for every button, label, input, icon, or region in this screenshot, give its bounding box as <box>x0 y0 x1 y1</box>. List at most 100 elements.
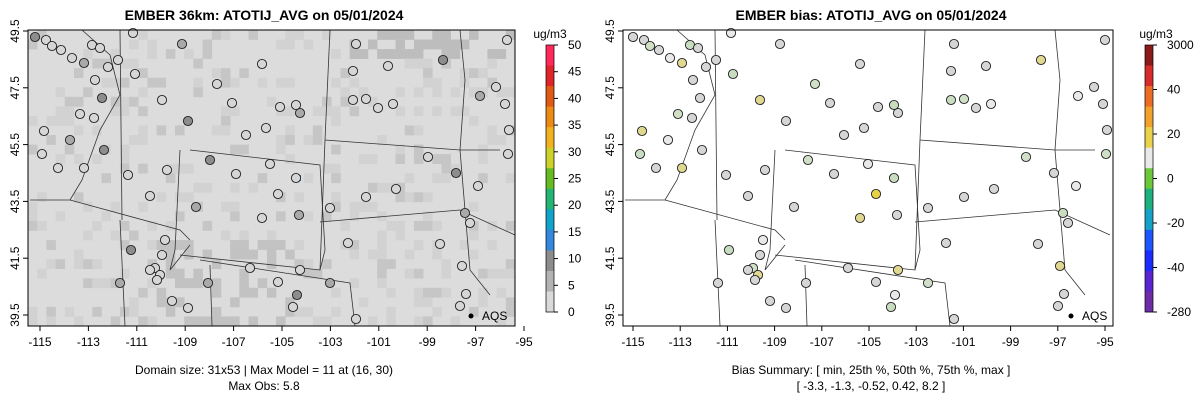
left-colorbar-tick-label: 10 <box>568 252 582 266</box>
left-caption-line2: Max Obs: 5.8 <box>228 379 300 393</box>
right-site-point <box>644 40 656 52</box>
right-site-point <box>692 42 704 54</box>
left-grid-cell <box>303 306 314 317</box>
left-grid-cell <box>423 316 433 327</box>
left-site-point <box>40 34 52 46</box>
left-grid-cell <box>413 154 424 164</box>
left-grid-cell <box>55 87 66 98</box>
left-grid-cell <box>92 125 102 136</box>
left-grid-cell <box>73 68 84 79</box>
left-grid-cell <box>211 68 222 79</box>
right-x-tick-label: -95 <box>1096 335 1114 349</box>
left-grid-cell <box>377 259 387 270</box>
left-grid-cell <box>175 211 185 222</box>
left-site-point <box>127 27 139 39</box>
left-grid-cell <box>358 87 369 98</box>
left-grid-cell <box>331 173 341 184</box>
left-grid-cell <box>423 211 433 222</box>
right-site-point <box>802 154 814 166</box>
left-grid-cell <box>211 287 222 298</box>
left-grid-cell <box>496 87 507 98</box>
left-grid-cell <box>46 115 56 126</box>
left-site-point <box>98 144 110 156</box>
left-grid-cell <box>266 230 277 241</box>
left-site-point <box>55 44 67 56</box>
left-grid-cell <box>505 87 516 98</box>
left-grid-cell <box>101 173 111 184</box>
left-site-point <box>112 54 124 66</box>
left-grid-cell <box>119 154 130 164</box>
left-grid-cell <box>257 278 268 289</box>
left-border-line <box>179 149 326 271</box>
left-aqs-label: AQS <box>482 309 507 323</box>
left-border-line <box>119 219 126 327</box>
left-grid-cell <box>276 135 286 145</box>
left-grid-cell <box>331 163 341 174</box>
right-site-point <box>1099 34 1111 46</box>
left-plot-frame <box>27 29 516 327</box>
left-border-line <box>209 264 213 327</box>
left-grid-cell <box>156 297 167 308</box>
right-site-point <box>838 129 850 141</box>
left-site-point <box>342 237 354 249</box>
left-grid-cell <box>312 125 323 136</box>
left-grid-cell <box>312 316 323 327</box>
right-site-point <box>870 188 882 200</box>
left-grid-cell <box>303 211 314 222</box>
right-y-tick-label: 43.5 <box>603 189 617 213</box>
left-grid-cell <box>119 268 130 279</box>
left-grid-cell <box>175 192 185 203</box>
left-grid-cell <box>276 240 286 250</box>
left-border-line <box>69 29 121 201</box>
right-site-point <box>694 92 706 104</box>
right-site-point <box>780 115 792 127</box>
left-grid-cell <box>386 182 396 193</box>
left-grid-cell <box>92 259 102 270</box>
left-grid-cell <box>487 125 497 136</box>
left-x-tick-label: -95 <box>515 335 533 349</box>
left-grid-cell <box>441 163 451 174</box>
left-grid-cell <box>441 30 451 40</box>
left-grid-cell <box>377 240 387 250</box>
left-grid-cell <box>441 259 451 270</box>
right-colorbar <box>1144 44 1154 313</box>
left-colorbar-segment <box>546 209 554 231</box>
left-grid-cell <box>395 192 406 203</box>
left-x-axis: -115 -113 -111 -109 -107 -105 -103 -101 -99 -97 -9… <box>28 326 533 349</box>
left-grid-cell <box>404 30 415 40</box>
left-grid-cell <box>322 316 332 327</box>
left-grid-cell <box>147 77 157 88</box>
left-grid-cell <box>450 106 461 117</box>
left-grid-cell <box>432 77 442 88</box>
left-grid-cell <box>441 154 451 164</box>
left-colorbar-segment <box>546 147 554 169</box>
right-colorbar-unit: ug/m3 <box>1139 27 1173 41</box>
left-grid-cell <box>28 220 38 231</box>
left-site-point <box>166 295 178 307</box>
left-grid-cell <box>138 316 148 327</box>
right-site-point <box>854 212 866 224</box>
left-grid-cell <box>64 306 75 317</box>
left-site-point <box>256 212 268 224</box>
left-grid-cell <box>147 316 157 327</box>
left-grid-cell <box>395 144 406 155</box>
left-grid-cell <box>211 306 222 317</box>
left-border-line <box>169 149 191 271</box>
left-site-point <box>294 107 306 119</box>
left-observation-sites <box>29 27 515 325</box>
left-site-point <box>240 129 252 141</box>
left-grid-cell <box>92 220 102 231</box>
left-panel: EMBER 36km: ATOTIJ_AVG on 05/01/2024 AQS… <box>8 7 582 393</box>
left-grid-cell <box>101 278 111 289</box>
left-grid-cell <box>129 306 139 317</box>
left-grid-cell <box>276 211 286 222</box>
left-colorbar-segment <box>546 270 554 292</box>
left-grid-cell <box>110 230 121 241</box>
left-grid-cell <box>331 201 341 212</box>
left-grid-cell <box>129 58 139 69</box>
left-grid-cell <box>395 154 406 164</box>
right-site-point <box>720 169 732 181</box>
left-site-point <box>501 34 513 46</box>
left-grid-cell <box>413 287 424 298</box>
